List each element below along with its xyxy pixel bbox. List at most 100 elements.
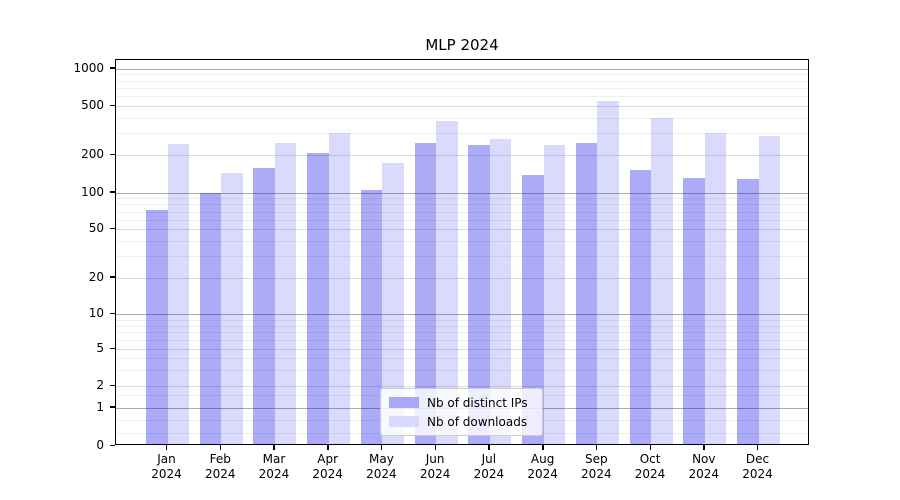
bar-distinct-ips-5 bbox=[360, 190, 383, 444]
gridline-minor bbox=[116, 80, 808, 82]
bar-distinct-ips-1 bbox=[146, 210, 168, 444]
x-tick-label-10: Oct 2024 bbox=[634, 452, 666, 481]
x-tick-mark-3 bbox=[273, 445, 275, 450]
x-tick-label-7: Jul 2024 bbox=[473, 452, 505, 481]
bar-downloads-3 bbox=[274, 143, 297, 444]
y-tick-label-20: 20 bbox=[88, 269, 104, 284]
y-tick-label-100: 100 bbox=[81, 184, 104, 199]
bar-downloads-10 bbox=[651, 118, 673, 444]
plot-area bbox=[115, 59, 809, 445]
gridline-minor bbox=[116, 256, 808, 258]
bar-distinct-ips-11 bbox=[683, 177, 705, 444]
y-tick-label-1: 1 bbox=[96, 399, 104, 414]
x-tick-label-3: Mar 2024 bbox=[258, 452, 290, 481]
x-tick-mark-7 bbox=[488, 445, 490, 450]
gridline-minor bbox=[116, 241, 808, 243]
y-tick-mark-200 bbox=[110, 153, 115, 156]
gridline-minor bbox=[116, 219, 808, 221]
x-tick-label-5: May 2024 bbox=[366, 452, 397, 481]
y-tick-label-10: 10 bbox=[88, 306, 104, 321]
y-tick-label-1000: 1000 bbox=[73, 60, 104, 75]
x-tick-label-12: Dec 2024 bbox=[742, 452, 773, 481]
y-tick-label-5: 5 bbox=[96, 341, 104, 356]
y-tick-mark-5 bbox=[110, 347, 115, 350]
gridline-minor bbox=[116, 325, 808, 327]
legend-label-distinct-ips: Nb of distinct IPs bbox=[427, 395, 528, 410]
y-tick-label-50: 50 bbox=[88, 221, 104, 236]
gridline-20 bbox=[116, 277, 808, 279]
y-tick-mark-500 bbox=[110, 104, 115, 106]
bar-distinct-ips-2 bbox=[199, 192, 222, 444]
chart-title: MLP 2024 bbox=[425, 36, 499, 54]
y-tick-label-500: 500 bbox=[81, 98, 104, 112]
legend-swatch-downloads bbox=[389, 416, 419, 427]
gridline-2 bbox=[116, 386, 808, 387]
x-tick-mark-1 bbox=[166, 445, 168, 450]
legend-item-downloads: Nb of downloads bbox=[389, 413, 534, 430]
x-tick-mark-8 bbox=[542, 445, 544, 450]
gridline-50 bbox=[116, 229, 808, 231]
y-tick-mark-20 bbox=[110, 276, 115, 278]
y-tick-mark-10 bbox=[110, 312, 115, 315]
bar-downloads-2 bbox=[221, 172, 243, 444]
bar-downloads-5 bbox=[382, 162, 404, 444]
y-tick-mark-1000 bbox=[110, 67, 115, 69]
x-tick-label-2: Feb 2024 bbox=[204, 452, 236, 481]
x-tick-label-6: Jun 2024 bbox=[419, 452, 451, 481]
bar-downloads-9 bbox=[597, 100, 619, 444]
x-tick-mark-4 bbox=[327, 445, 329, 450]
y-tick-mark-50 bbox=[110, 227, 115, 230]
bar-distinct-ips-3 bbox=[253, 168, 275, 444]
gridline-100 bbox=[116, 192, 808, 194]
gridline-minor bbox=[116, 211, 808, 213]
y-tick-label-2: 2 bbox=[96, 378, 104, 392]
bar-downloads-6 bbox=[436, 120, 458, 444]
gridline-10 bbox=[116, 314, 808, 316]
y-tick-mark-100 bbox=[110, 191, 115, 193]
gridline-minor bbox=[116, 204, 808, 206]
bar-distinct-ips-4 bbox=[307, 152, 329, 444]
x-tick-mark-9 bbox=[595, 445, 598, 450]
gridline-200 bbox=[116, 155, 808, 157]
y-tick-mark-2 bbox=[110, 384, 115, 386]
x-tick-mark-10 bbox=[649, 445, 651, 450]
bar-distinct-ips-8 bbox=[522, 174, 544, 444]
gridline-500 bbox=[116, 106, 808, 107]
gridline-minor bbox=[116, 198, 808, 200]
bar-distinct-ips-6 bbox=[414, 143, 437, 444]
gridline-5 bbox=[116, 349, 808, 351]
y-tick-label-200: 200 bbox=[81, 147, 104, 162]
gridline-1000 bbox=[116, 68, 808, 70]
x-tick-mark-11 bbox=[703, 445, 705, 450]
bar-downloads-7 bbox=[489, 139, 512, 444]
x-tick-label-1: Jan 2024 bbox=[151, 452, 182, 481]
x-tick-mark-6 bbox=[434, 445, 437, 450]
y-tick-label-0: 0 bbox=[96, 438, 104, 452]
gridline-minor bbox=[116, 358, 808, 360]
legend-item-distinct-ips: Nb of distinct IPs bbox=[389, 394, 534, 411]
bar-distinct-ips-10 bbox=[629, 170, 652, 444]
gridline-minor bbox=[116, 87, 808, 89]
bar-downloads-8 bbox=[543, 145, 566, 444]
legend-label-downloads: Nb of downloads bbox=[427, 414, 528, 429]
gridline-minor bbox=[116, 369, 808, 371]
x-tick-mark-2 bbox=[219, 445, 222, 450]
legend: Nb of distinct IPs Nb of downloads bbox=[380, 388, 543, 436]
x-tick-label-9: Sep 2024 bbox=[581, 452, 612, 481]
bar-downloads-4 bbox=[328, 132, 351, 444]
bar-distinct-ips-7 bbox=[468, 145, 490, 444]
bar-distinct-ips-9 bbox=[575, 143, 598, 444]
gridline-minor bbox=[116, 118, 808, 119]
bar-downloads-11 bbox=[704, 133, 727, 444]
gridline-minor bbox=[116, 332, 808, 334]
x-tick-label-11: Nov 2024 bbox=[688, 452, 720, 481]
gridline-minor bbox=[116, 96, 808, 98]
gridline-minor bbox=[116, 74, 808, 76]
legend-swatch-distinct-ips bbox=[389, 397, 419, 408]
gridline-minor bbox=[116, 340, 808, 342]
gridline-minor bbox=[116, 133, 808, 135]
x-tick-label-4: Apr 2024 bbox=[312, 452, 343, 481]
x-tick-label-8: Aug 2024 bbox=[527, 452, 558, 481]
gridline-minor bbox=[116, 319, 808, 321]
